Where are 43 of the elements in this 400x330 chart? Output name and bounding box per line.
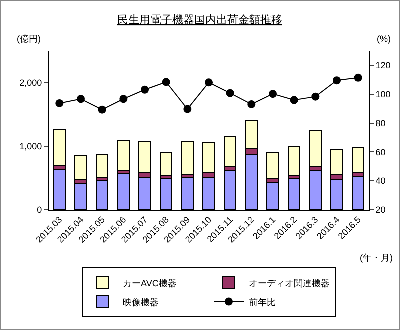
y2-tick-label: 20 (376, 205, 386, 216)
point (205, 78, 213, 87)
bar (74, 155, 88, 181)
point (269, 90, 277, 98)
point (120, 95, 128, 104)
bar (53, 129, 66, 166)
point (333, 76, 341, 85)
bar (224, 136, 237, 168)
legend-label: 映像機器 (123, 297, 159, 308)
bar (117, 140, 130, 171)
point (354, 74, 362, 82)
y-tick-label: 2,000 (20, 78, 42, 88)
point (226, 89, 234, 98)
point (290, 96, 298, 104)
y-tick-label: 1,000 (20, 142, 42, 152)
bar (160, 152, 173, 176)
y2-axis-title: (%) (377, 34, 391, 44)
point (77, 95, 85, 104)
point (184, 105, 192, 114)
y2-tick-label: 60 (376, 147, 386, 158)
legend-label: カーAVC機器 (123, 278, 177, 288)
bar (181, 141, 194, 176)
point (56, 99, 64, 108)
bar (96, 154, 109, 178)
legend-label: 前年比 (249, 297, 276, 308)
chart-title: 民生用電子機器国内出荷金額推移 (118, 13, 282, 26)
point (162, 78, 170, 86)
y2-tick-label: 80 (376, 118, 386, 128)
legend-label: オーディオ関連機器 (249, 278, 330, 288)
point (312, 92, 320, 101)
x-axis-title: (年・月) (360, 253, 393, 263)
y-tick-label: 0 (37, 205, 42, 216)
point (98, 106, 106, 114)
y2-tick-label: 40 (376, 176, 386, 186)
y-axis-title: (億円) (17, 34, 41, 44)
y2-tick-label: 100 (376, 90, 391, 100)
bar (352, 147, 365, 174)
bar (309, 130, 322, 168)
bar (288, 146, 301, 176)
bar (266, 152, 280, 180)
point (141, 86, 149, 94)
y2-tick-label: 120 (376, 60, 391, 71)
point (248, 100, 256, 108)
